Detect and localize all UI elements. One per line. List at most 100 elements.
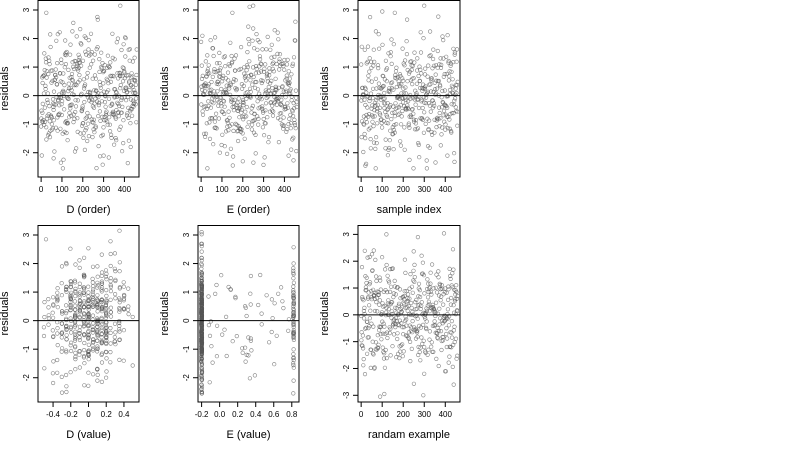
data-point [209,344,214,349]
data-point [108,350,113,355]
points-layer [199,3,298,171]
data-point [455,109,459,114]
data-point [224,83,229,88]
data-point [287,116,292,121]
data-point [95,320,100,326]
data-point [63,287,69,292]
data-point [381,83,386,89]
data-point [65,121,71,126]
data-point [91,304,96,309]
data-point [227,115,232,120]
data-point [438,329,444,334]
data-point [235,100,240,105]
data-point [410,319,415,324]
x-tick-label: 400 [439,185,453,194]
data-point [426,63,431,68]
data-point [415,96,420,102]
data-point [294,104,298,110]
data-point [389,80,394,86]
data-point [437,293,442,298]
data-point [64,260,69,266]
data-point [409,300,414,306]
data-point [410,330,415,335]
data-point [54,82,60,87]
data-point [392,278,397,284]
data-point [435,336,440,341]
data-point [95,366,100,371]
data-point [291,302,297,307]
data-point [403,270,408,276]
data-point [64,350,69,355]
y-tick-label: 1 [22,289,31,294]
data-point [237,115,242,120]
data-point [383,347,388,353]
data-point [83,49,88,54]
data-point [73,354,78,360]
data-point [251,3,256,8]
data-point [284,76,289,81]
data-point [82,340,87,346]
data-point [375,63,381,68]
data-point [108,289,113,294]
data-point [117,307,122,312]
data-point [244,352,249,358]
data-point [95,332,100,337]
data-point [99,298,104,303]
data-point [68,370,73,375]
data-point [43,60,49,65]
data-point [59,321,65,326]
data-point [454,90,459,96]
data-point [81,255,87,260]
data-point [73,289,78,294]
data-point [420,260,426,265]
data-point [417,155,422,160]
data-point [207,380,212,385]
data-point [264,47,269,52]
data-point [388,267,393,272]
data-point [391,104,396,109]
data-point [255,87,261,92]
data-point [366,326,371,331]
y-tick-label: 1 [342,285,351,290]
data-point [248,302,253,307]
data-point [199,266,204,271]
data-point [249,348,254,353]
data-point [405,103,410,108]
y-tick-label: -1 [182,120,191,128]
data-point [381,321,386,326]
data-point [384,330,390,335]
data-point [86,319,91,324]
data-point [220,132,225,137]
data-point [445,336,450,341]
data-point [108,132,114,137]
data-point [108,79,113,84]
data-point [251,118,256,123]
data-point [69,74,74,80]
data-point [217,60,222,66]
data-point [428,82,433,87]
data-point [82,285,87,290]
data-point [372,308,378,314]
data-point [374,300,379,305]
data-point [448,63,453,68]
data-point [46,305,51,310]
data-point [94,297,100,302]
data-point [76,57,82,63]
data-point [99,340,105,345]
data-point [439,294,444,299]
data-point [277,52,283,57]
data-point [53,75,59,80]
data-point [59,112,64,118]
data-point [120,79,126,84]
data-point [245,49,250,55]
data-point [372,114,377,119]
data-point [446,78,452,83]
data-point [428,89,434,94]
data-point [78,27,83,32]
data-point [98,65,104,70]
data-point [206,323,211,328]
data-point [199,308,204,313]
data-point [90,292,95,297]
data-point [291,363,296,368]
data-point [93,76,98,81]
